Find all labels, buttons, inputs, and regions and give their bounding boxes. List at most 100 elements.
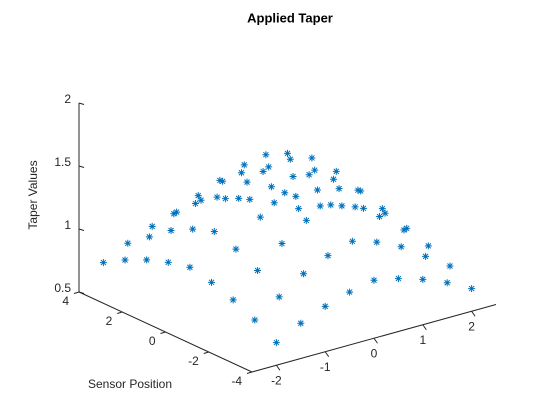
x-tick-label: 2 [468,319,475,333]
data-point [316,202,324,210]
data-point [148,222,156,230]
data-point [210,228,218,236]
x-tick-label: 1 [419,333,426,347]
data-point [381,209,389,217]
data-point [284,149,291,157]
data-point [359,204,367,212]
data-point [221,195,229,203]
data-point [173,208,181,216]
data-point [300,270,308,278]
data-point [278,240,286,248]
data-point [240,161,248,169]
data-point [357,187,365,195]
data-point [229,296,237,304]
data-point [197,196,205,204]
y-tick [246,371,253,374]
data-point [124,239,132,247]
data-point [186,263,194,271]
data-point [370,276,378,284]
data-point [346,288,354,296]
data-point [468,285,476,293]
data-point [373,238,381,246]
data-point [397,243,405,251]
y-tick-label: -4 [231,374,242,388]
y-tick [160,331,166,334]
data-point [243,178,251,186]
data-point [305,171,313,179]
data-point [403,224,411,232]
data-point [330,175,338,183]
data-point [99,259,107,267]
x-tick [471,310,476,317]
data-point [254,266,262,274]
data-point [164,258,172,266]
data-point [272,339,280,347]
data-point [281,189,289,197]
data-point [189,225,197,233]
z-tick [78,165,85,168]
data-point [289,173,297,181]
data-point [295,205,303,213]
data-point [297,319,305,327]
data-point [208,278,216,286]
z-tick [78,102,85,105]
y-tick [203,351,209,354]
data-point [443,279,451,287]
data-point [219,177,227,185]
data-point [422,252,430,260]
data-point [275,293,283,301]
data-point [394,275,402,283]
y-tick-label: -2 [188,354,199,368]
data-point [167,226,175,234]
data-point [376,213,384,221]
data-point [332,167,340,175]
data-point [262,151,270,159]
y-tick-label: 4 [62,294,69,308]
data-point [267,183,275,191]
data-point [265,163,273,171]
data-point [311,166,319,174]
data-point [256,213,264,221]
data-point [213,193,221,201]
data-point [351,203,359,211]
y-tick [73,291,80,294]
data-point [302,216,310,224]
data-point [237,169,245,177]
data-point [246,195,254,203]
data-point [446,262,454,270]
x-tick [422,324,427,331]
data-point [292,192,300,200]
data-point [308,154,316,162]
data-point [251,316,259,324]
data-point [235,194,243,202]
z-tick [78,291,85,294]
data-point [216,176,224,184]
data-point [194,192,202,200]
z-tick-label: 1 [64,218,71,232]
data-point [145,233,153,241]
data-point [191,200,199,208]
data-point [321,302,329,310]
x-tick [275,364,281,371]
y-axis-label: Sensor Position [88,377,172,391]
data-point [378,205,386,213]
z-tick-label: 2 [64,92,71,106]
x-tick [373,337,378,344]
y-tick [117,311,123,314]
data-point [324,252,332,260]
data-point [419,275,427,283]
data-point [327,201,335,209]
chart-title: Applied Taper [247,10,333,25]
x-tick-label: -1 [320,360,331,374]
data-point [313,186,321,194]
data-point [143,256,151,264]
x-tick [324,351,330,358]
data-point [400,226,408,234]
z-tick-label: 1.5 [54,155,71,169]
y-tick-label: 2 [106,314,113,328]
data-point [348,237,356,245]
data-point [170,210,178,218]
z-tick [78,228,85,231]
